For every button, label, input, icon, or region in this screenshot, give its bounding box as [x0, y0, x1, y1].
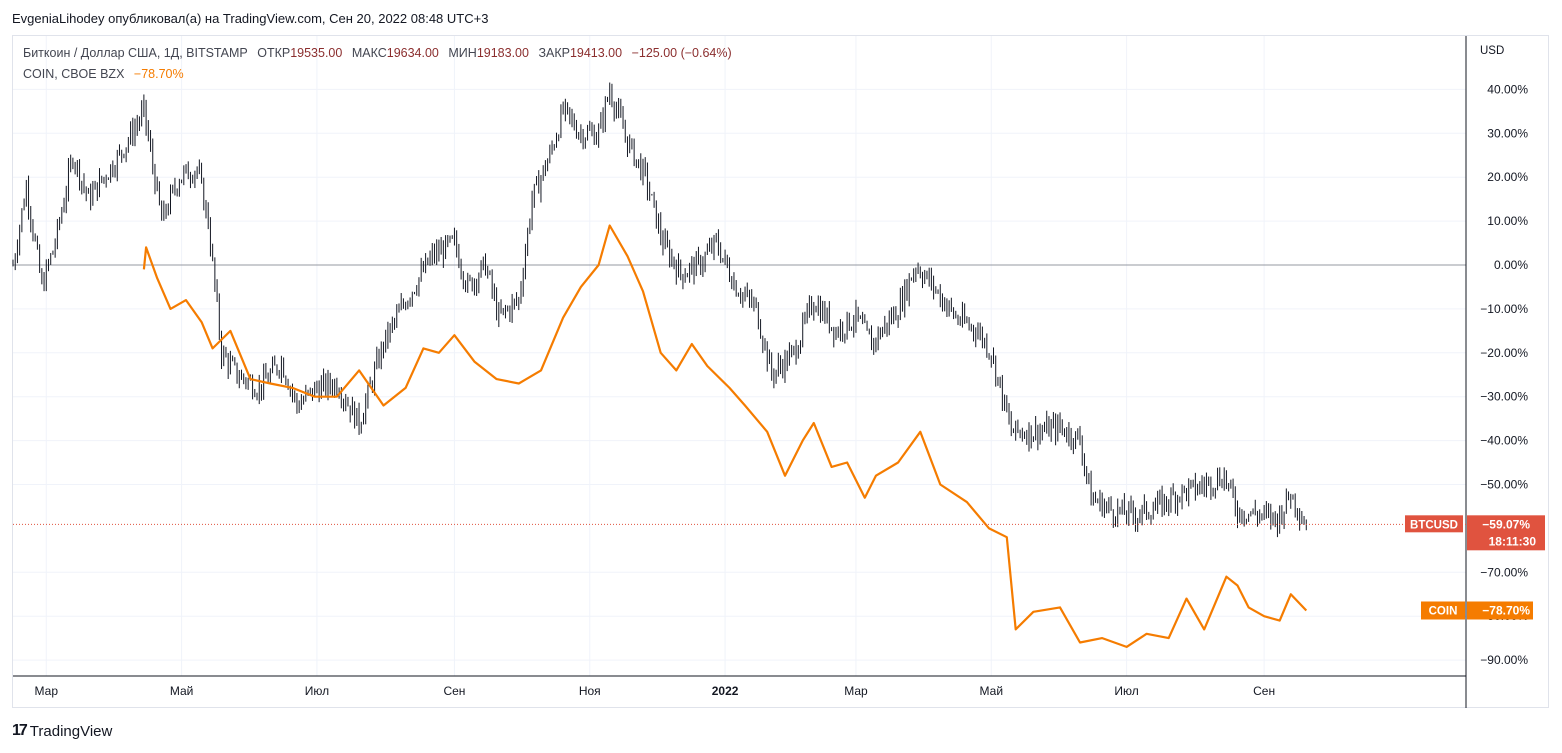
- compare-symbol-name: COIN, CBOE BZX: [23, 67, 125, 81]
- y-tick-label: −70.00%: [1480, 565, 1528, 579]
- btc-value-badge: [1467, 515, 1545, 551]
- y-tick-label: −50.00%: [1480, 478, 1528, 492]
- open-label: ОТКР: [257, 46, 291, 60]
- y-tick-label: 0.00%: [1494, 258, 1528, 272]
- x-tick-label: Мар: [844, 684, 868, 698]
- time-scale: Мар Май Июл Сен Ноя 2022 Мар Май Июл Сен: [13, 675, 1466, 698]
- coin-symbol-badge-label: COIN: [1429, 605, 1458, 617]
- compare-value: −78.70%: [133, 67, 184, 81]
- y-tick-label: 20.00%: [1487, 170, 1528, 184]
- publication-info: EvgeniaLihodey опубликовал(а) на Trading…: [12, 11, 489, 26]
- btc-value-badge-label: −59.07%: [1482, 517, 1530, 531]
- high-label: МАКС: [351, 46, 387, 60]
- y-tick-label: −40.00%: [1480, 434, 1528, 448]
- btc-symbol-badge-label: BTCUSD: [1410, 519, 1458, 531]
- coin-symbol-badge: [1421, 601, 1465, 620]
- x-tick-label: Сен: [443, 684, 465, 698]
- high-value: 19634.00: [386, 46, 439, 60]
- y-tick-label: −90.00%: [1480, 653, 1528, 667]
- x-tick-label: Май: [980, 684, 1004, 698]
- x-tick-label: Ноя: [579, 684, 601, 698]
- close-value: 19413.00: [569, 46, 623, 60]
- x-tick-label: Сен: [1253, 684, 1275, 698]
- coin-value-badge-label: −78.70%: [1482, 603, 1530, 617]
- tradingview-brand[interactable]: 17 TradingView: [12, 722, 112, 740]
- price-scale-unit: USD: [1480, 45, 1504, 57]
- x-tick-label: Мар: [35, 684, 59, 698]
- btc-countdown-label: 18:11:30: [1489, 534, 1537, 548]
- grid: [13, 36, 1466, 676]
- price-scale: USD 40.00% 30.00% 20.00% 10.00% 0.00% −10.00% −…: [1465, 36, 1528, 708]
- btc-bars: [12, 82, 1307, 538]
- compare-symbol-legend[interactable]: COIN, CBOE BZX −78.70%: [23, 67, 184, 81]
- main-symbol-legend[interactable]: Биткоин / Доллар США, 1Д, BITSTAMP ОТКР1…: [23, 46, 732, 60]
- y-tick-label: 40.00%: [1487, 82, 1528, 96]
- y-tick-label: −30.00%: [1480, 390, 1528, 404]
- coin-line: [142, 224, 1308, 648]
- low-label: МИН: [448, 46, 477, 60]
- y-tick-label: −10.00%: [1480, 302, 1528, 316]
- open-value: 19535.00: [290, 46, 343, 60]
- last-value-badges: BTCUSD −59.07% 18:11:30 COIN −78.70%: [13, 515, 1545, 620]
- y-tick-label: −20.00%: [1480, 346, 1528, 360]
- tradingview-logo-icon: 17: [12, 722, 28, 739]
- main-symbol-name: Биткоин / Доллар США, 1Д, BITSTAMP: [23, 46, 248, 60]
- y-tick-label: 10.00%: [1487, 214, 1528, 228]
- brand-name: TradingView: [29, 722, 113, 740]
- chart-frame: [12, 35, 1549, 708]
- x-tick-label: Май: [170, 684, 194, 698]
- change-value: −125.00 (−0.64%): [631, 46, 732, 60]
- x-tick-label: 2022: [712, 684, 739, 698]
- x-tick-label: Июл: [305, 684, 329, 698]
- low-value: 19183.00: [476, 46, 529, 60]
- x-tick-label: Июл: [1114, 684, 1138, 698]
- coin-value-badge: [1467, 601, 1533, 620]
- btc-symbol-badge: [1405, 515, 1463, 533]
- coin-series-line: [142, 224, 1308, 648]
- y-tick-label: 30.00%: [1487, 126, 1528, 140]
- close-label: ЗАКР: [538, 46, 570, 60]
